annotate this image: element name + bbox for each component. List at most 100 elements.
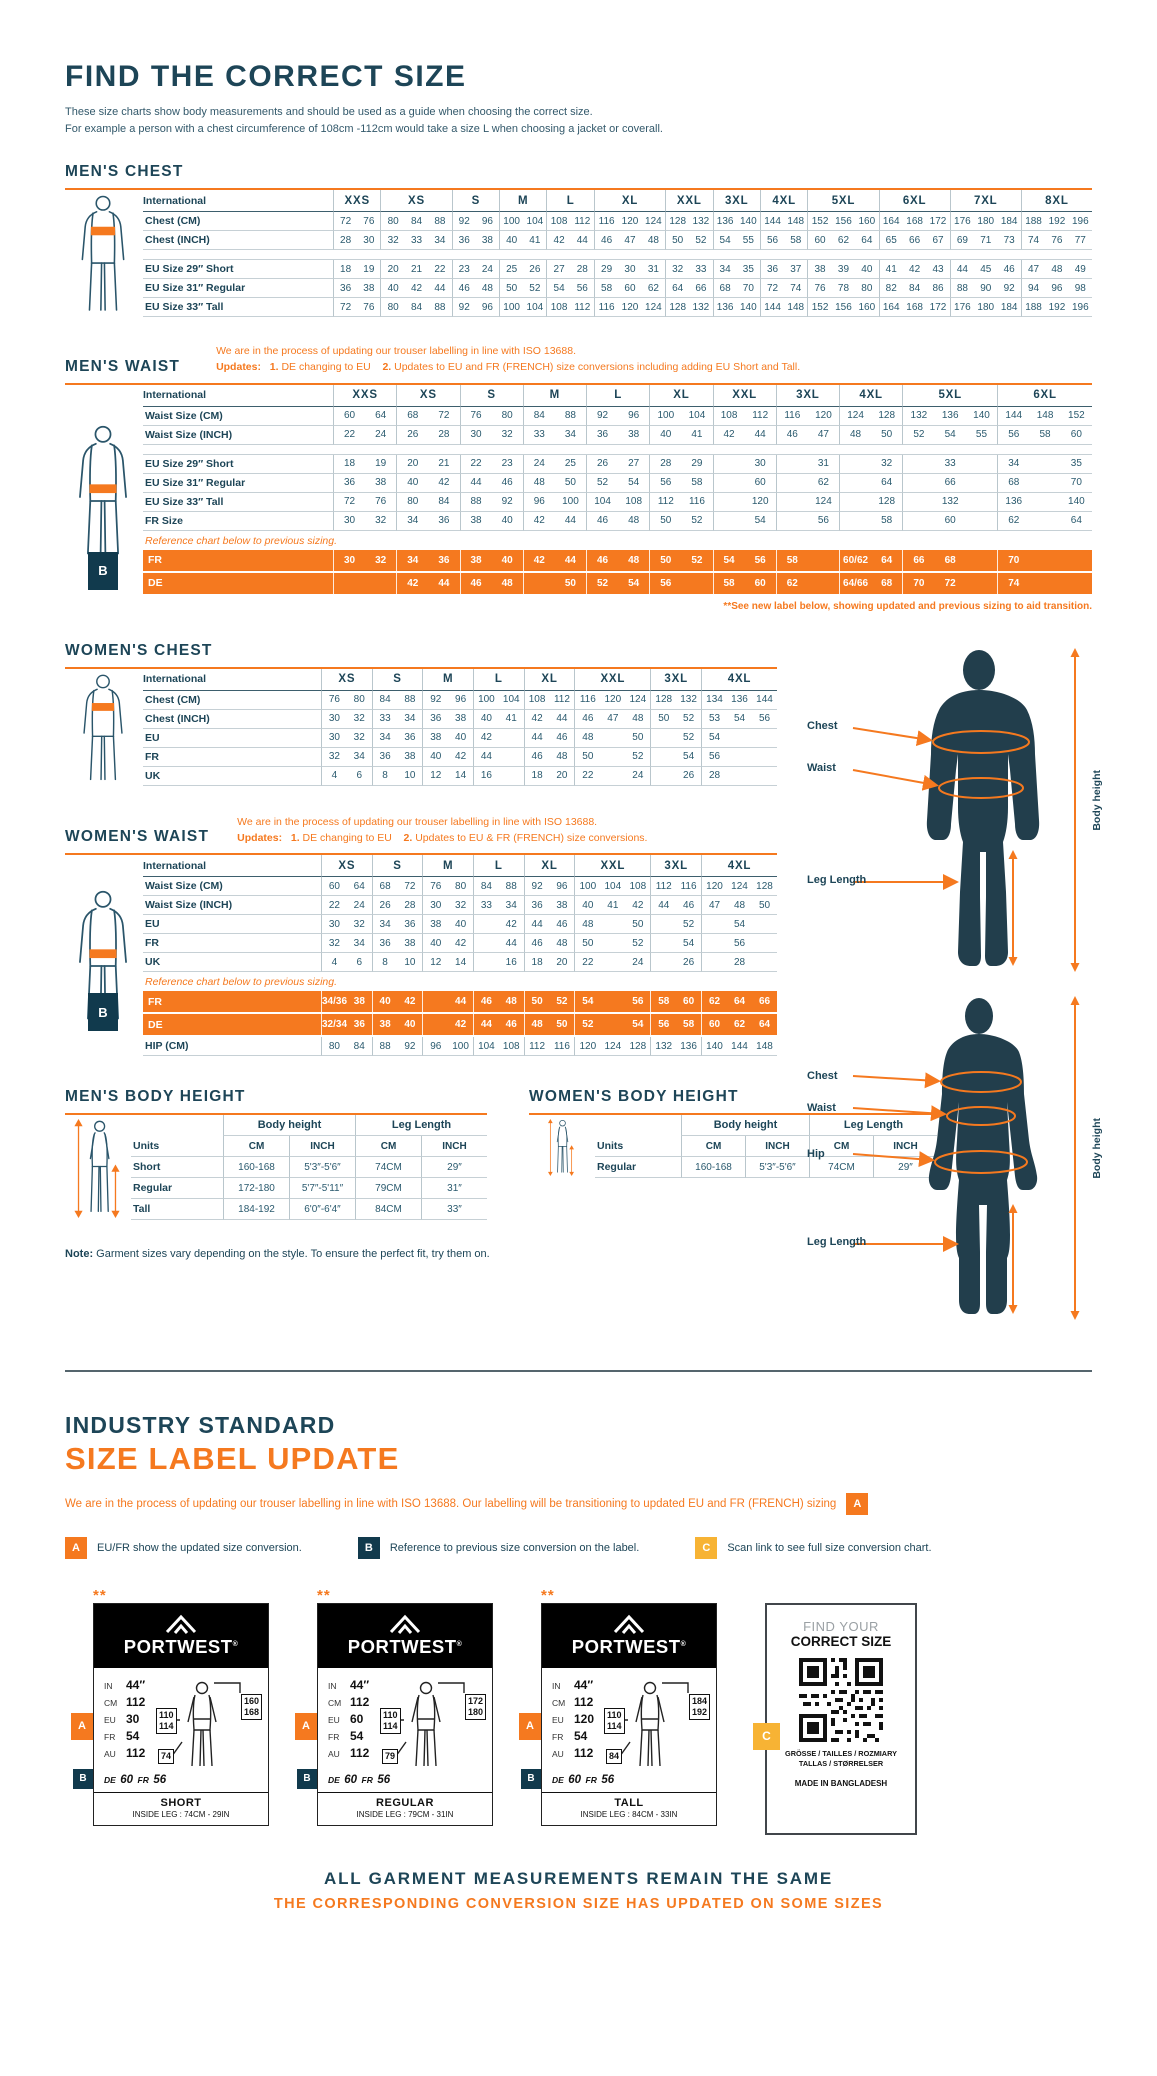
size-value: 18 [531,956,543,968]
size-value: 27 [553,263,565,275]
size-value: 94 [1027,282,1040,294]
size-value: 104 [526,215,544,227]
size-cell: 50 52 [649,549,712,571]
size-column-header: 5XL [807,190,879,212]
size-value: 56 [576,282,588,294]
size-value: 35 [1070,458,1082,470]
size-value: 42 [480,732,492,744]
size-value: 164 [882,301,900,313]
size-cell: 22 24 [321,896,372,916]
size-value: 50 [632,918,644,930]
size-value: 48 [582,918,594,930]
size-value [1061,578,1092,589]
female-waist-label: Waist [807,1101,836,1114]
size-value: 4 [331,956,338,968]
size-column-header: 6XL [997,384,1092,407]
size-cell: 124 [775,492,839,512]
size-value: 90 [980,282,992,294]
size-value: 66 [909,234,921,246]
womens-chest-section: WOMEN'S CHEST International XS S M L XL XXL 3XL… [65,642,777,786]
height-value: 5'3″-5'6″ [745,1157,809,1179]
size-cell: 40 41 [473,709,524,729]
fit-name: REGULAR [376,1796,434,1809]
size-cell: 52 54 [586,572,649,594]
size-value: 112 [655,880,672,892]
size-cell: 44 45 46 [949,260,1021,279]
size-value: 100 [478,694,495,706]
size-value: 54 [628,477,640,489]
size-value: 112 [529,1040,546,1052]
size-cell: 60 64 [333,406,397,426]
size-value: 116 [579,694,596,706]
size-value [752,732,777,743]
size-value [1029,515,1060,526]
size-cell: 18 20 [523,953,575,973]
height-value: 160-168 [223,1157,289,1179]
size-value: 64 [758,1019,771,1031]
size-cell: 94 96 98 [1020,279,1092,298]
size-value: 48 [733,899,746,911]
size-cell: 12 14 [422,766,473,786]
size-cell: 32/34 36 [321,1014,372,1036]
size-value: 136 [716,215,734,227]
inside-leg: INSIDE LEG : 74CM - 29IN [132,1809,230,1819]
size-value: 73 [1003,234,1015,246]
female-hip-label: Hip [807,1147,825,1160]
mens-chest-section: MEN'S CHEST International XXS XS S M L XL XXL 3X… [65,163,1092,317]
size-value: 22 [582,956,594,968]
size-value: 62 [647,282,659,294]
size-value: 104 [478,1040,495,1052]
footer-statements: ALL GARMENT MEASUREMENTS REMAIN THE SAME… [65,1869,1092,1912]
size-value: 116 [688,496,705,508]
size-cell: 53 54 56 [701,709,777,729]
size-value: 46 [601,234,613,246]
size-value [524,578,555,589]
size-cell: 42 44 [712,425,776,445]
table-corner-label: International [143,190,333,212]
height-value: 74CM [355,1157,421,1179]
size-value: 84 [533,410,545,422]
size-cell: 58 60 62 [593,279,666,298]
size-cell: 40 41 [649,425,713,445]
size-value [966,496,997,507]
size-column-header: 6XL [878,190,950,212]
size-value: 100 [503,301,520,313]
size-column-header: L [586,384,650,407]
size-cell: 80 84 [321,1037,372,1057]
size-cell: 56 58 [759,231,808,250]
size-cell: 28 30 [333,231,381,250]
size-value [651,732,676,743]
mens-chest-title: MEN'S CHEST [65,163,184,180]
size-column-header: XL [523,855,575,878]
size-value: 56 [632,996,644,1008]
size-value: 24 [632,956,644,968]
size-cell: 38 40 [422,728,473,748]
size-value: 84 [438,496,450,508]
size-cell: 46 47 48 [593,231,666,250]
size-cell: 74 76 77 [1020,231,1092,250]
size-cell: 70 [997,549,1092,571]
size-cell: 42 44 [522,511,586,531]
size-value: 44 [531,918,543,930]
size-column-header: XXL [665,190,713,212]
size-value: 50 [531,996,543,1008]
size-value: 8 [382,956,388,968]
size-cell: 30 32 [321,728,372,748]
size-cell [333,572,396,594]
previous-sizing-row: DE 42 44 46 48 50 52 54 56 58 60 62 64/66 68 70 72 74 [143,572,1092,596]
size-cell: 112 116 [523,1037,575,1057]
size-value: 64 [375,410,387,422]
size-cell: 12 14 [422,953,473,973]
height-value: 33″ [421,1199,487,1221]
leg-measure-box: 84 [606,1748,623,1764]
size-value: 30 [328,713,340,725]
size-value: 22 [470,458,482,470]
size-cell: 54 [701,728,777,748]
size-cell: 68 72 [396,406,460,426]
size-value [903,477,934,488]
size-cell: 92 96 [451,298,500,317]
table-corner-label: International [143,855,321,878]
size-value: 80 [353,694,365,706]
size-cell: 50 52 [665,231,713,250]
